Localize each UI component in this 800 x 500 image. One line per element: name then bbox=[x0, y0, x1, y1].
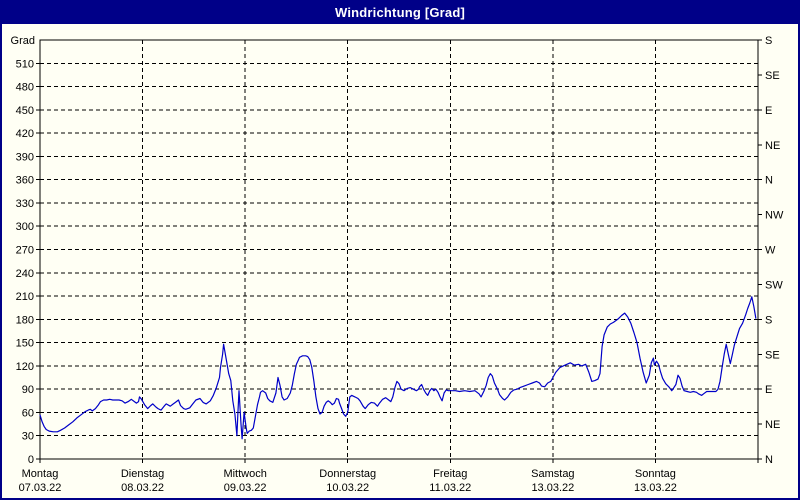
compass-tick-label: SE bbox=[765, 349, 780, 361]
day-date-label: 11.03.22 bbox=[429, 482, 471, 494]
x-axis: Montag 07.03.22 Dienstag 08.03.22 Mittwoch 09… bbox=[19, 459, 759, 494]
day-date-label: 09.03.22 bbox=[224, 482, 267, 494]
compass-tick-label: S bbox=[765, 35, 772, 47]
y-tick-label: 390 bbox=[16, 151, 34, 163]
day-date-label: 07.03.22 bbox=[19, 482, 62, 494]
y-tick-label: 0 bbox=[28, 454, 34, 466]
compass-tick-label: E bbox=[765, 384, 772, 396]
day-name-label: Montag bbox=[22, 468, 59, 480]
window-title: Windrichtung [Grad] bbox=[334, 5, 466, 20]
y-axis-title: Grad bbox=[11, 35, 35, 47]
y-tick-label: 330 bbox=[16, 198, 34, 210]
gridlines bbox=[40, 40, 758, 459]
day-date-label: 08.03.22 bbox=[121, 482, 164, 494]
day-name-label: Samstag bbox=[531, 468, 574, 480]
y-tick-label: 480 bbox=[16, 82, 34, 94]
compass-tick-label: SW bbox=[765, 279, 783, 291]
day-name-label: Donnerstag bbox=[319, 468, 376, 480]
day-date-label: 13.03.22 bbox=[634, 482, 677, 494]
y-tick-label: 510 bbox=[16, 58, 34, 70]
y-tick-label: 120 bbox=[16, 361, 34, 373]
compass-tick-label: NW bbox=[765, 210, 784, 222]
compass-tick-label: N bbox=[765, 175, 773, 187]
y-axis-right: N NE E SE S SW W NW N NE E SE S bbox=[758, 35, 784, 466]
y-tick-label: 30 bbox=[22, 431, 34, 443]
y-tick-label: 240 bbox=[16, 268, 34, 280]
day-date-label: 10.03.22 bbox=[326, 482, 369, 494]
y-tick-label: 180 bbox=[16, 314, 34, 326]
compass-tick-label: S bbox=[765, 314, 772, 326]
compass-tick-label: NE bbox=[765, 140, 780, 152]
chart-area: 0 30 60 90 120 150 180 210 240 270 300 330 360 390 420… bbox=[2, 24, 798, 498]
y-axis-left: 0 30 60 90 120 150 180 210 240 270 300 330 360 390 420… bbox=[11, 35, 40, 466]
compass-tick-label: E bbox=[765, 105, 772, 117]
y-tick-label: 360 bbox=[16, 175, 34, 187]
day-name-label: Mittwoch bbox=[223, 468, 266, 480]
day-name-label: Dienstag bbox=[121, 468, 164, 480]
compass-tick-label: SE bbox=[765, 70, 780, 82]
chart-svg: 0 30 60 90 120 150 180 210 240 270 300 330 360 390 420… bbox=[11, 35, 784, 494]
wind-direction-line bbox=[39, 296, 757, 440]
y-tick-label: 210 bbox=[16, 291, 34, 303]
y-tick-label: 150 bbox=[16, 338, 34, 350]
window-title-bar: Windrichtung [Grad] bbox=[2, 2, 798, 24]
day-name-label: Freitag bbox=[433, 468, 467, 480]
day-name-label: Sonntag bbox=[635, 468, 676, 480]
y-tick-label: 90 bbox=[22, 384, 34, 396]
y-tick-label: 300 bbox=[16, 221, 34, 233]
y-tick-label: 270 bbox=[16, 245, 34, 257]
compass-tick-label: N bbox=[765, 454, 773, 466]
day-date-label: 13.03.22 bbox=[531, 482, 574, 494]
y-tick-label: 60 bbox=[22, 407, 34, 419]
compass-tick-label: NE bbox=[765, 419, 780, 431]
y-tick-label: 450 bbox=[16, 105, 34, 117]
y-tick-label: 420 bbox=[16, 128, 34, 140]
compass-tick-label: W bbox=[765, 245, 776, 257]
